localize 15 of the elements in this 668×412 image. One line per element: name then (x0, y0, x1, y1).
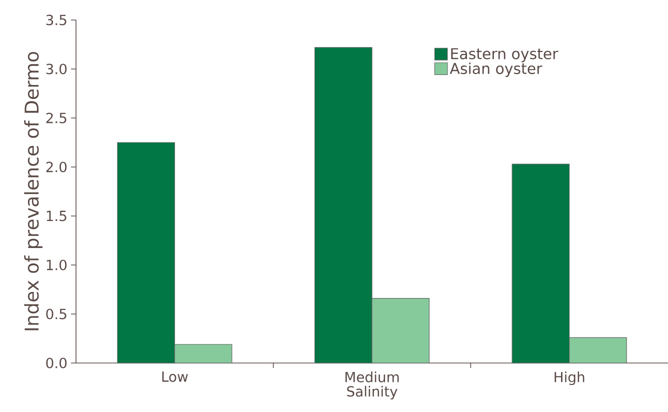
x-tick-label: Low (162, 372, 188, 382)
y-tick-label: 3.5 (46, 14, 66, 26)
y-tick-label: 2.0 (46, 162, 67, 172)
y-tick-label: 2.5 (46, 112, 66, 124)
x-axis-title: Salinity (347, 386, 398, 400)
legend-label: Eastern oyster (451, 48, 558, 62)
y-tick-label: 1.0 (46, 260, 67, 270)
y-axis-title: Index of prevalence of Dermo (24, 52, 42, 330)
y-tick-label: 1.5 (46, 210, 66, 222)
y-tick-label: 0.0 (46, 358, 67, 368)
x-tick-label: High (554, 372, 584, 386)
y-tick-label: 3.0 (46, 64, 67, 74)
legend-label: Asian oyster (450, 62, 542, 78)
y-tick-label: 0.5 (46, 308, 66, 320)
x-tick-label: Medium (345, 372, 399, 382)
